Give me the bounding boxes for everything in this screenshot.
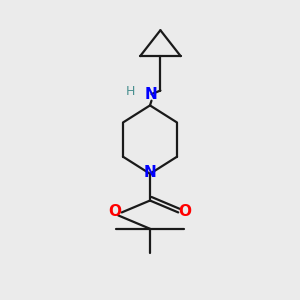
Text: O: O [109,204,122,219]
Text: O: O [178,204,191,219]
Text: N: N [144,165,156,180]
Text: H: H [126,85,135,98]
Text: N: N [145,87,158,102]
